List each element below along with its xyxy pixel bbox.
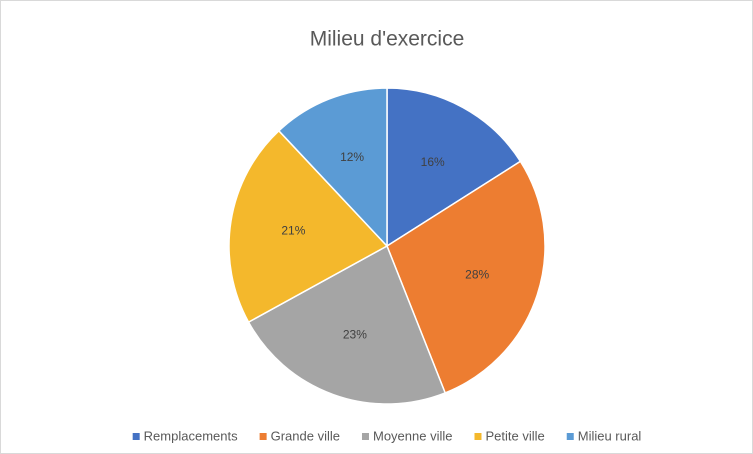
legend-swatch (474, 433, 482, 440)
chart-title: Milieu d'exercice (310, 28, 465, 51)
pie-slice (228, 129, 389, 324)
pie-slice (277, 87, 388, 248)
legend-label: Grande ville (271, 428, 340, 443)
legend-label: Petite ville (485, 428, 544, 443)
legend-label: Remplacements (144, 428, 238, 443)
data-label: 28% (465, 267, 489, 281)
legend-swatch (361, 433, 369, 440)
legend-swatch (566, 433, 574, 440)
legend-swatch (259, 433, 267, 440)
data-label: 16% (421, 155, 445, 169)
legend-label: Milieu rural (578, 428, 642, 443)
pie-slice (386, 160, 546, 394)
data-label: 12% (340, 150, 364, 164)
legend-label: Moyenne ville (373, 428, 453, 443)
pie-slice (247, 244, 447, 405)
legend-swatch (132, 433, 140, 440)
pie-slice (386, 87, 522, 248)
data-label: 21% (281, 223, 305, 237)
data-label: 23% (343, 327, 367, 341)
